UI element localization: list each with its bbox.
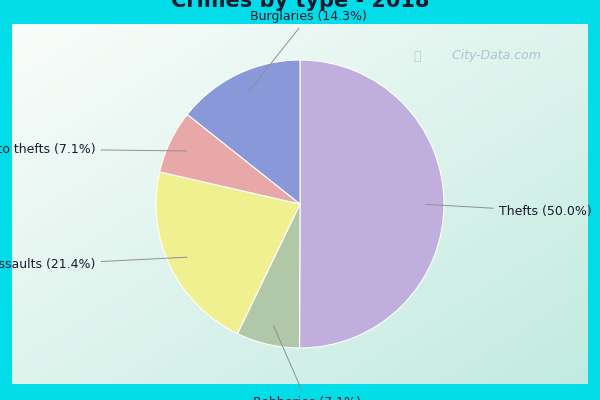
- Text: City-Data.com: City-Data.com: [443, 50, 541, 62]
- Wedge shape: [238, 204, 300, 348]
- Title: Crimes by type - 2018: Crimes by type - 2018: [171, 0, 429, 11]
- Wedge shape: [160, 114, 300, 204]
- Text: Assaults (21.4%): Assaults (21.4%): [0, 257, 187, 271]
- Text: ⦿: ⦿: [413, 50, 421, 62]
- Wedge shape: [187, 60, 300, 204]
- Text: Auto thefts (7.1%): Auto thefts (7.1%): [0, 143, 187, 156]
- Text: Thefts (50.0%): Thefts (50.0%): [425, 204, 592, 218]
- Wedge shape: [299, 60, 444, 348]
- Text: Robberies (7.1%): Robberies (7.1%): [253, 326, 361, 400]
- Text: Burglaries (14.3%): Burglaries (14.3%): [248, 10, 367, 92]
- Wedge shape: [156, 172, 300, 334]
